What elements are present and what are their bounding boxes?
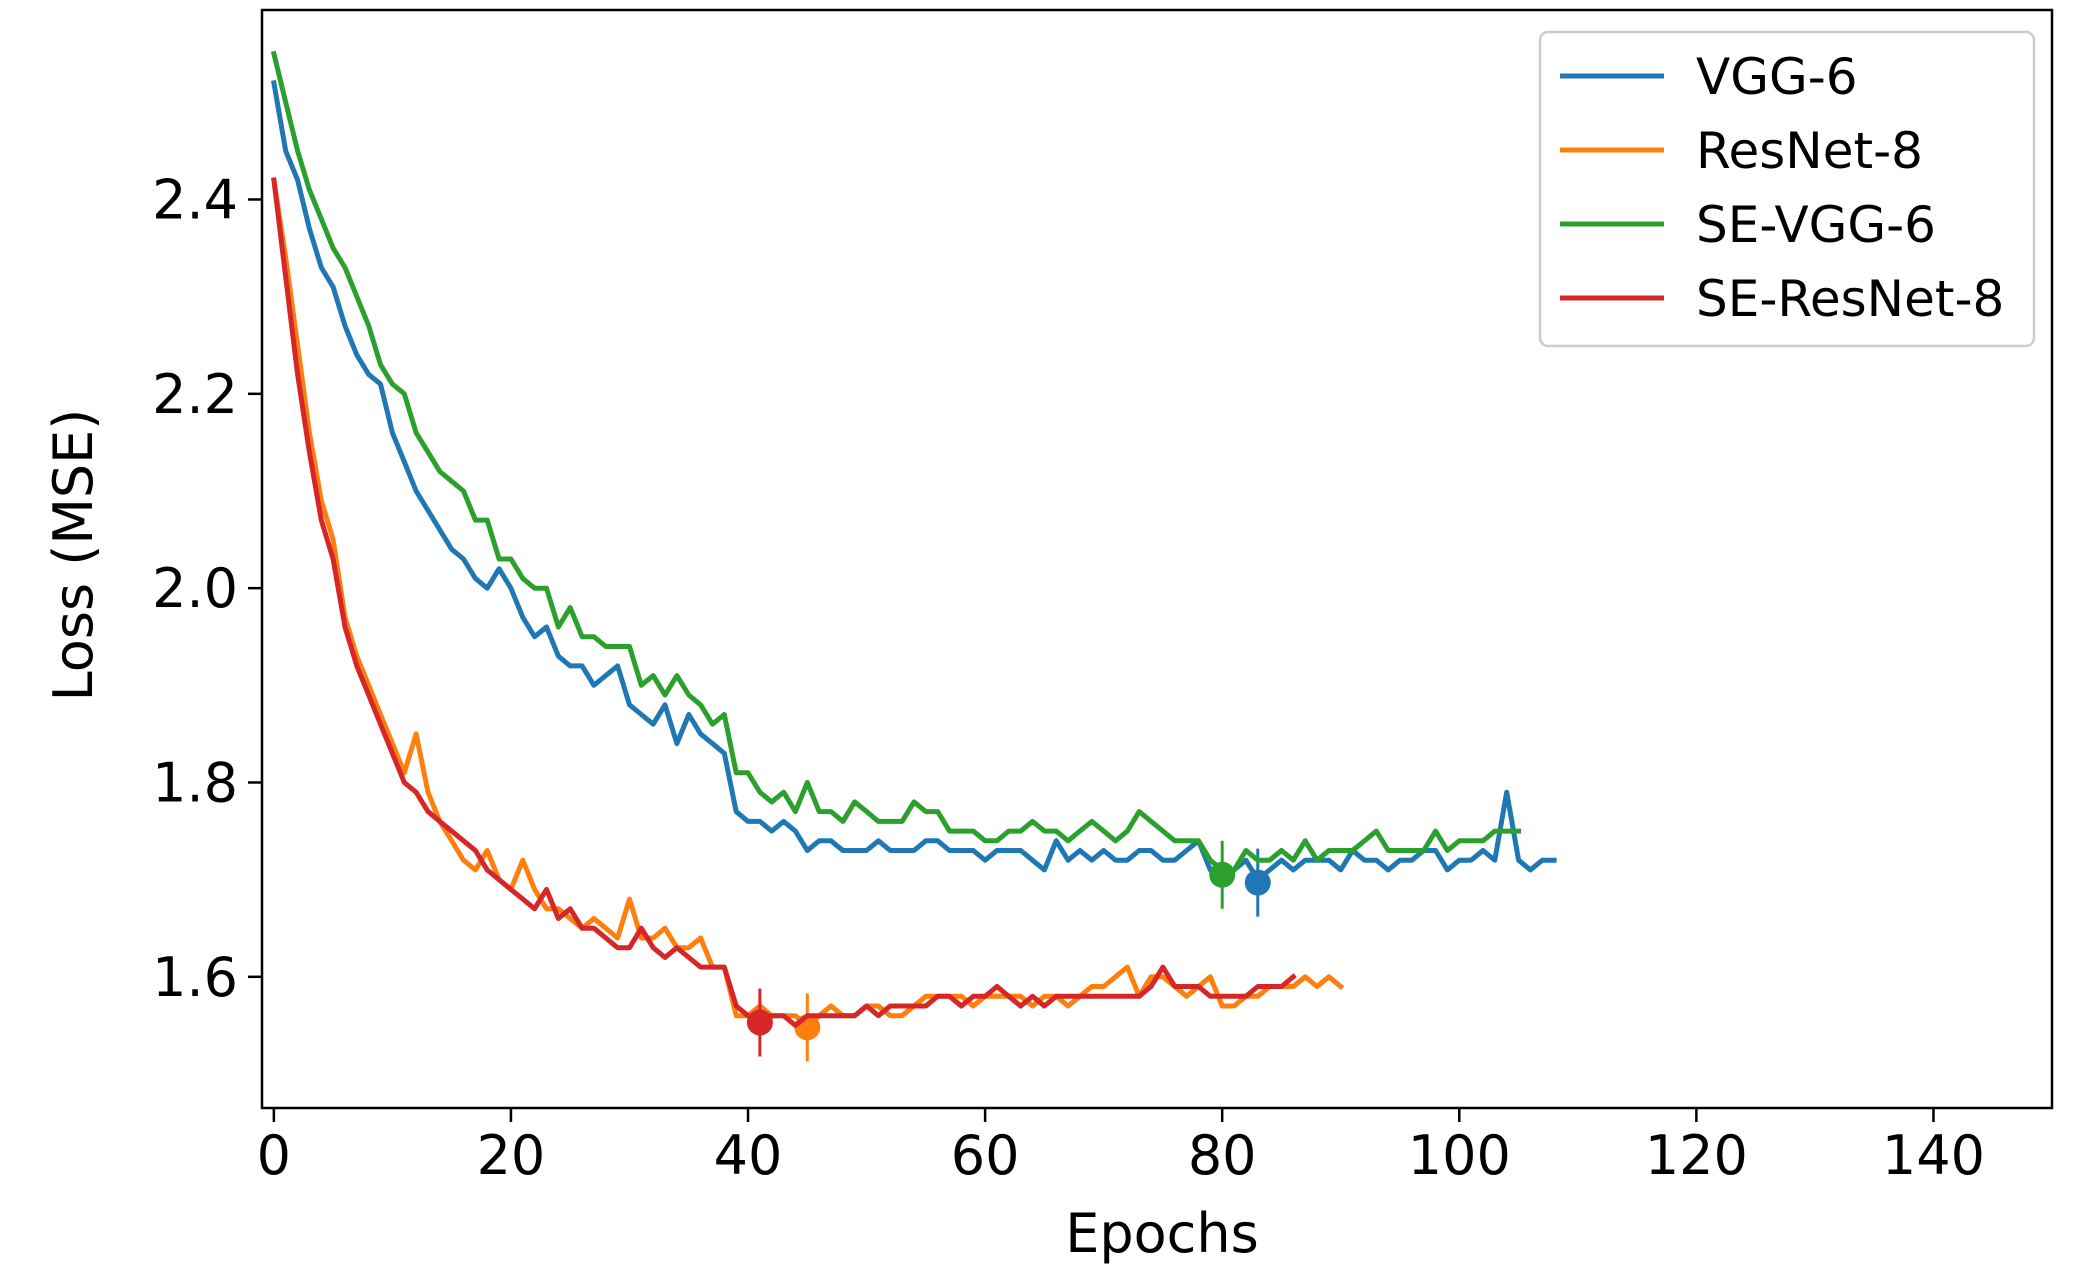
axes: 0 20 40 60 80 100 120 140 1.6 1.8 2.0 2.2 2.4 xyxy=(152,8,2054,1187)
x-tick-label: 40 xyxy=(714,1124,783,1187)
y-tick-label: 2.2 xyxy=(152,363,238,426)
x-tick-label: 100 xyxy=(1408,1124,1511,1187)
x-tick-label: 140 xyxy=(1882,1124,1985,1187)
x-tick-label: 120 xyxy=(1645,1124,1748,1187)
legend-label-se-resnet-8: SE-ResNet-8 xyxy=(1696,270,2004,328)
series-line-vgg-6 xyxy=(271,80,1557,883)
plot-area xyxy=(270,50,1557,1062)
min-marker-se-resnet-8 xyxy=(746,1009,773,1036)
min-marker-se-vgg-6 xyxy=(1209,861,1236,888)
x-tick-label: 80 xyxy=(1188,1124,1257,1187)
y-axis-label: Loss (MSE) xyxy=(42,409,105,702)
x-tick-label: 20 xyxy=(477,1124,546,1187)
series-line-se-resnet-8 xyxy=(271,177,1297,1028)
series-line-se-vgg-6 xyxy=(270,50,1522,873)
x-axis-label: Epochs xyxy=(1065,1202,1258,1265)
y-tick-label: 1.6 xyxy=(152,946,238,1009)
legend-label-resnet-8: ResNet-8 xyxy=(1696,122,1923,180)
x-tick-label: 0 xyxy=(257,1124,291,1187)
y-tick-label: 2.0 xyxy=(152,557,238,620)
x-tick-label: 60 xyxy=(951,1124,1020,1187)
legend-label-vgg-6: VGG-6 xyxy=(1696,48,1858,106)
legend-label-se-vgg-6: SE-VGG-6 xyxy=(1696,196,1936,254)
y-tick-label: 1.8 xyxy=(152,751,238,814)
min-marker-vgg-6 xyxy=(1244,869,1271,896)
axes-frame xyxy=(260,8,2054,1110)
legend: VGG-6 ResNet-8 SE-VGG-6 SE-ResNet-8 xyxy=(1538,30,2036,348)
legend-box xyxy=(1538,30,2036,348)
y-tick-label: 2.4 xyxy=(152,168,238,231)
